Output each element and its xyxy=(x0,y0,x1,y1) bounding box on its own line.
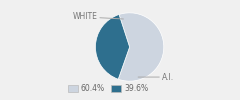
Legend: 60.4%, 39.6%: 60.4%, 39.6% xyxy=(65,81,151,96)
Wedge shape xyxy=(118,13,164,81)
Text: WHITE: WHITE xyxy=(72,12,123,21)
Wedge shape xyxy=(96,14,130,79)
Text: A.I.: A.I. xyxy=(138,73,174,82)
